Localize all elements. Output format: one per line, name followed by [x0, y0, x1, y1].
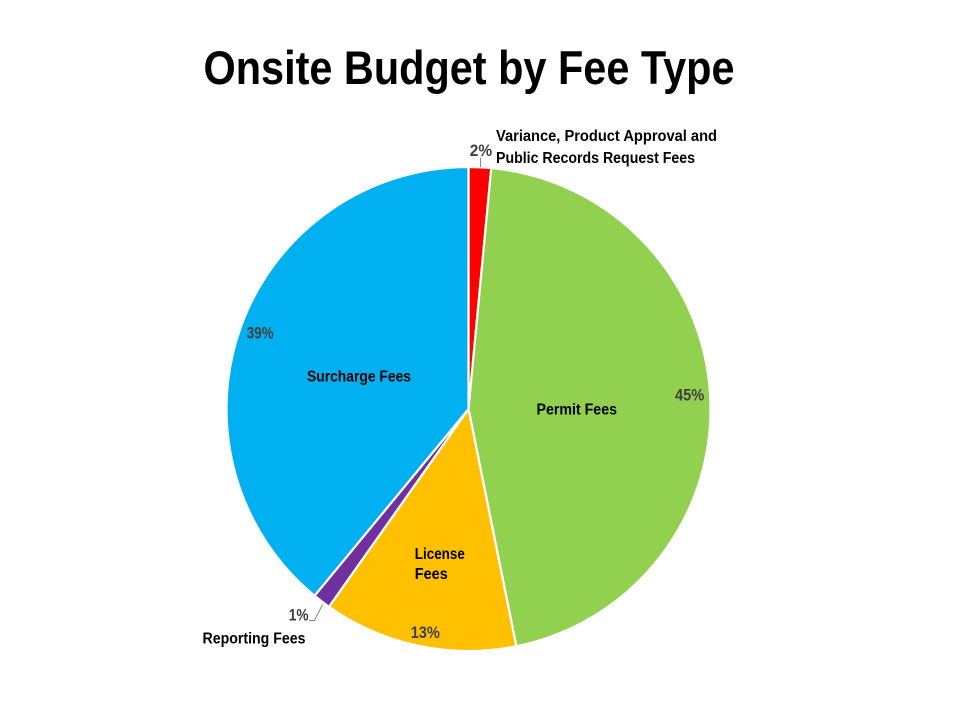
- svg-text:Public Records Request Fees: Public Records Request Fees: [496, 150, 695, 167]
- svg-text:1%: 1%: [289, 606, 309, 624]
- svg-text:License: License: [415, 546, 465, 563]
- svg-text:13%: 13%: [411, 624, 440, 642]
- svg-text:39%: 39%: [247, 325, 274, 343]
- svg-text:Fees: Fees: [415, 566, 448, 583]
- svg-text:Reporting Fees: Reporting Fees: [203, 630, 306, 647]
- svg-text:Permit Fees: Permit Fees: [537, 402, 618, 419]
- svg-text:Onsite Budget by Fee Type: Onsite Budget by Fee Type: [204, 41, 735, 94]
- svg-text:Variance, Product Approval and: Variance, Product Approval and: [496, 128, 717, 145]
- svg-text:45%: 45%: [675, 387, 704, 405]
- svg-text:2%: 2%: [470, 142, 493, 160]
- svg-text:Surcharge Fees: Surcharge Fees: [307, 369, 411, 386]
